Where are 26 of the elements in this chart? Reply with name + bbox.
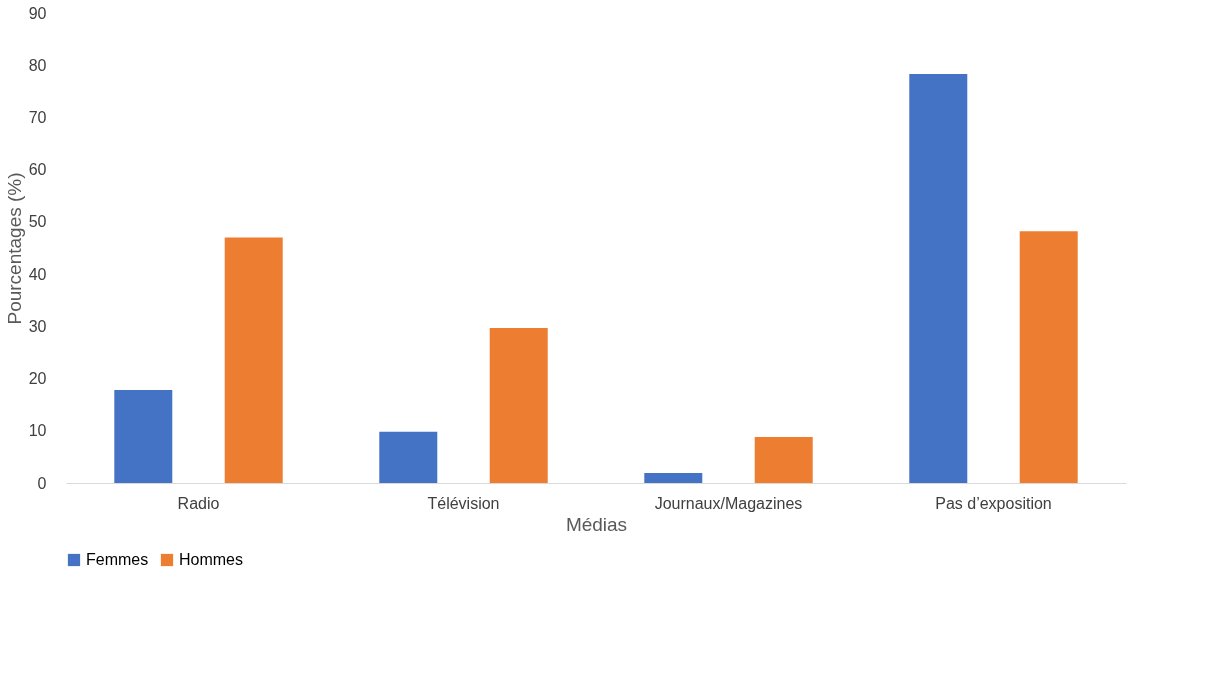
bar: [114, 390, 173, 483]
bar: [1019, 231, 1078, 483]
y-axis-title: Pourcentages (%): [3, 172, 25, 325]
x-tick-label: Radio: [177, 494, 220, 512]
y-tick-label: 20: [28, 370, 47, 388]
y-tick-label: 50: [28, 213, 47, 231]
bar: [489, 327, 548, 483]
bar: [644, 473, 703, 483]
legend-label: Femmes: [86, 551, 149, 568]
x-tick-label: Pas d’exposition: [935, 494, 1052, 512]
y-tick-label: 60: [28, 161, 47, 179]
x-tick-label: Journaux/Magazines: [654, 494, 803, 512]
y-tick-label: 80: [28, 56, 47, 74]
bar: [224, 237, 283, 483]
bar: [909, 74, 968, 483]
y-tick-label: 30: [28, 317, 47, 335]
y-tick-label: 10: [28, 422, 47, 440]
y-tick-label: 0: [37, 474, 47, 492]
x-axis-title: Médias: [565, 513, 628, 535]
x-tick-label: Télévision: [427, 494, 500, 512]
y-tick-label: 70: [28, 108, 47, 126]
bar: [379, 431, 438, 483]
y-tick-label: 40: [28, 265, 47, 283]
bar: [754, 437, 813, 483]
legend-label: Hommes: [179, 551, 244, 568]
y-tick-label: 90: [28, 4, 47, 22]
